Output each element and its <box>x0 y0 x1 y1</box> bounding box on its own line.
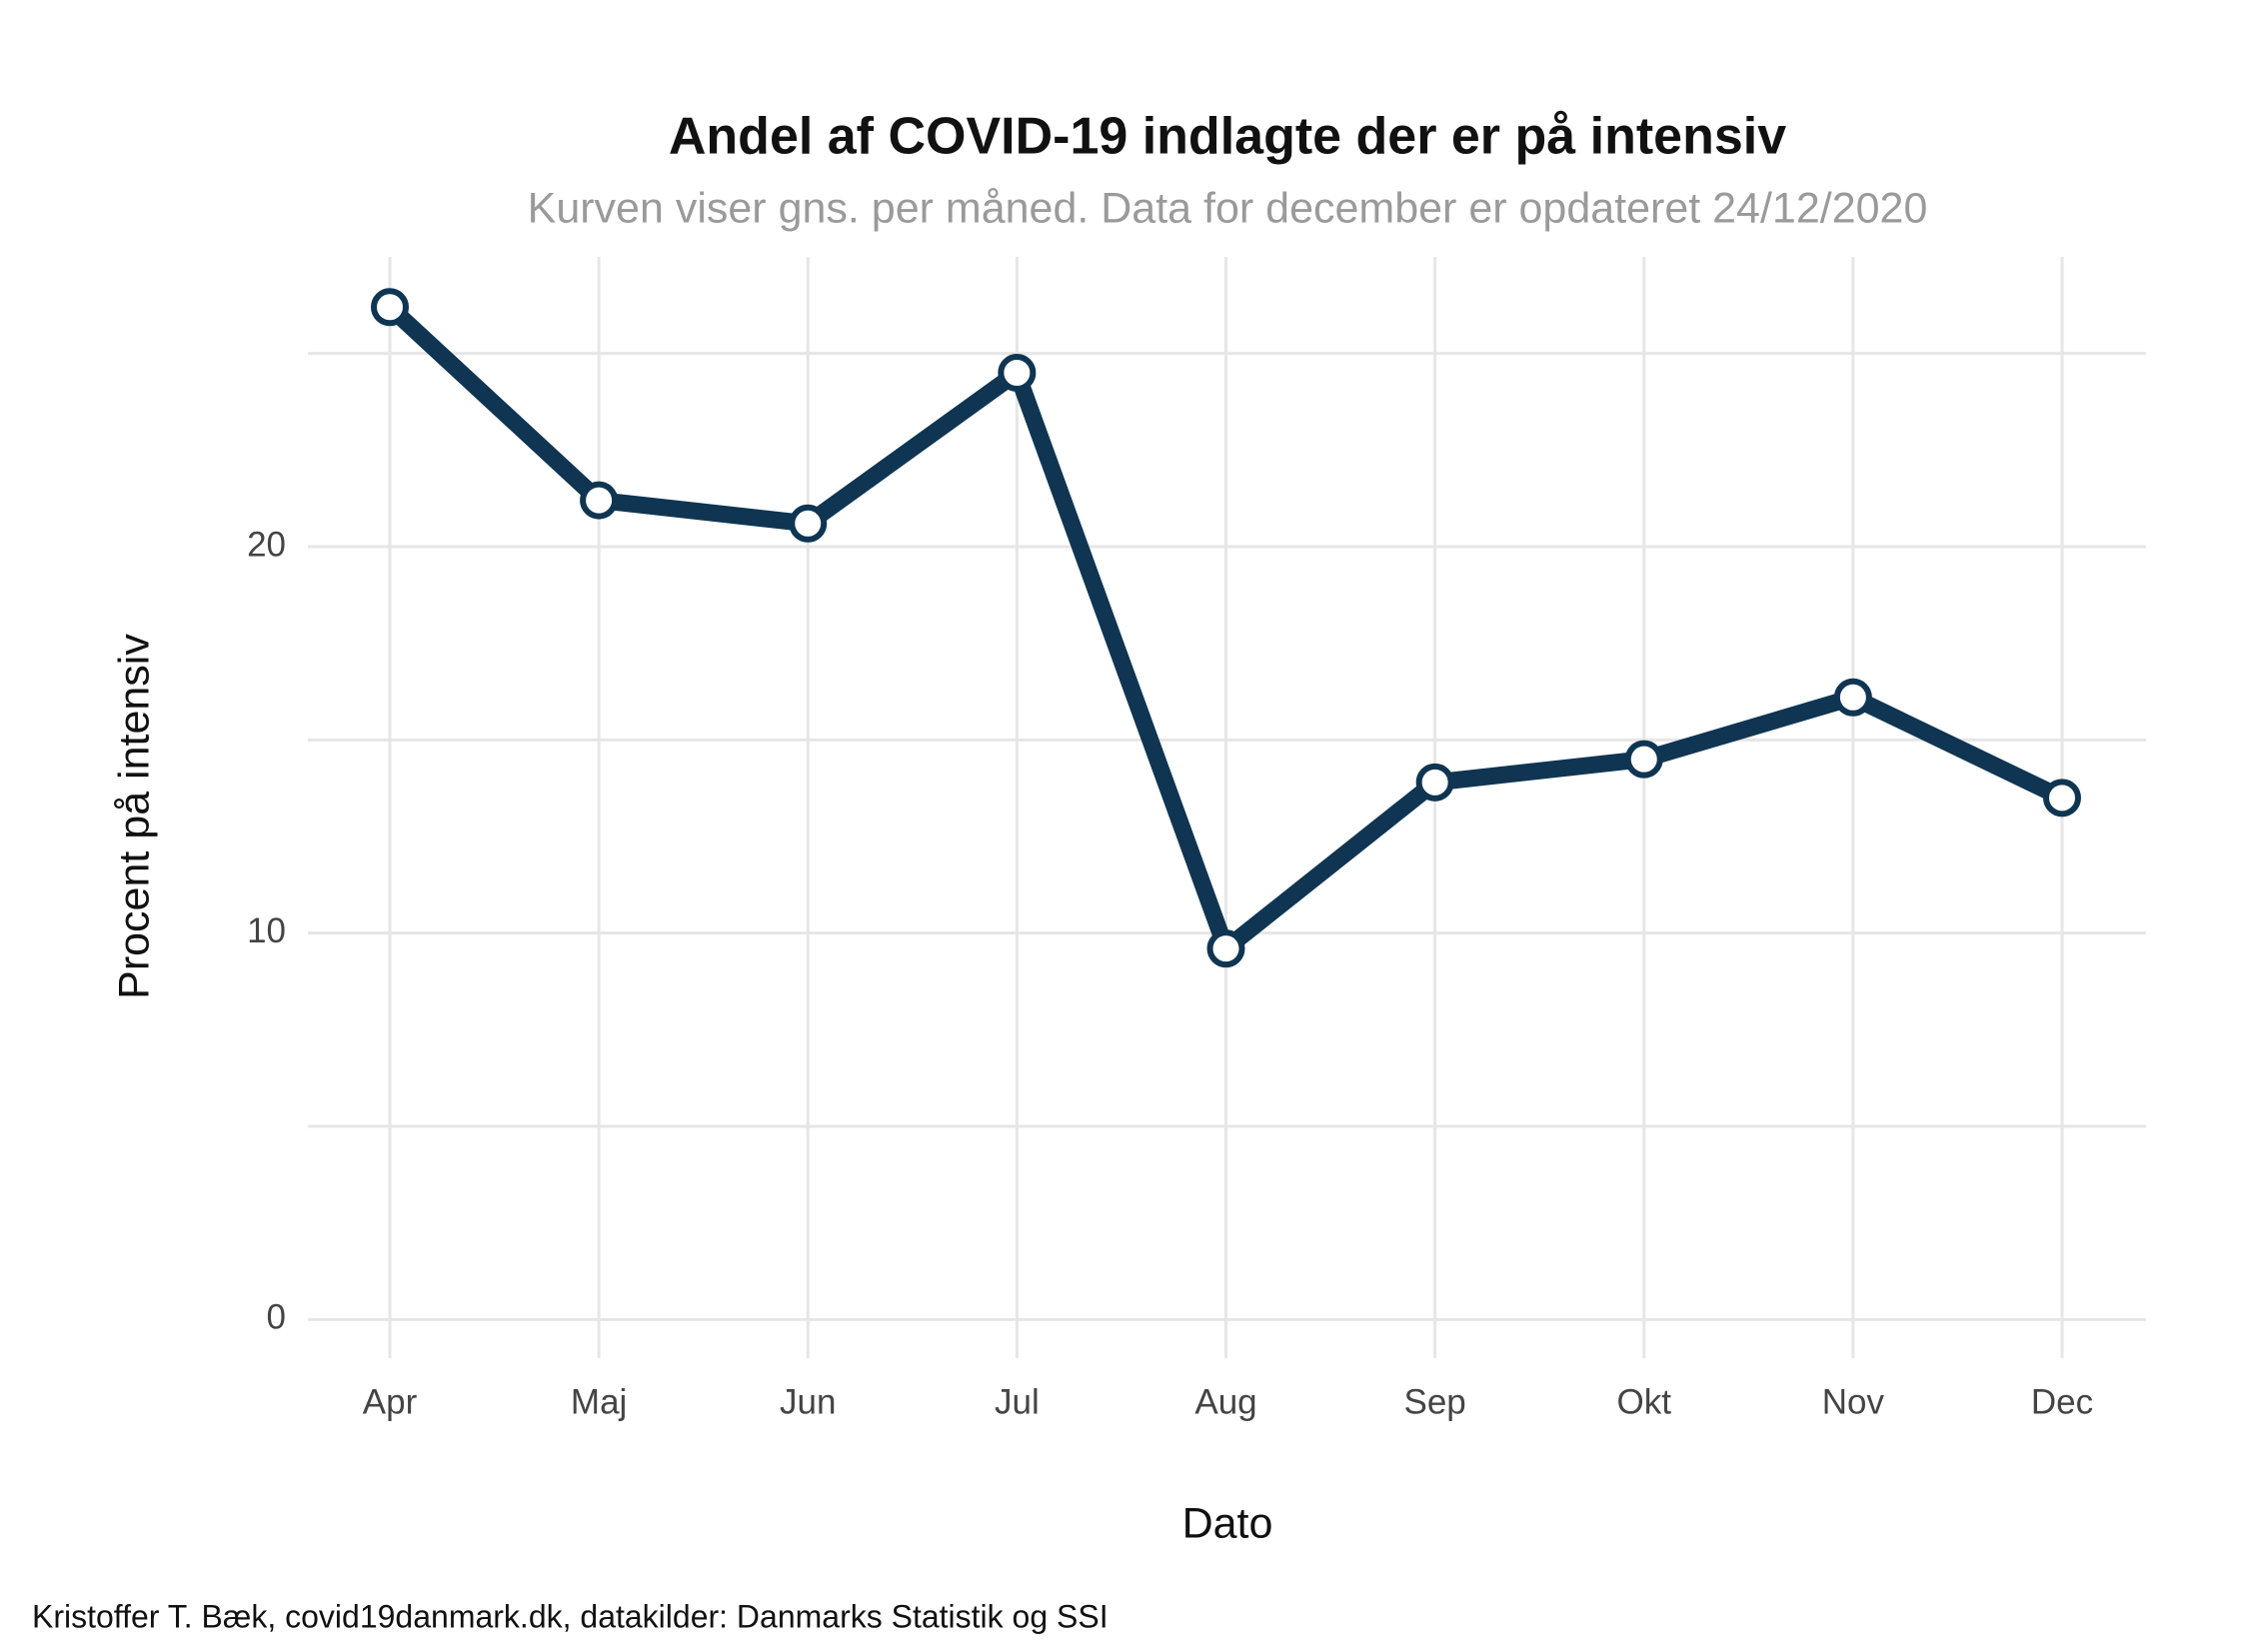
chart-title: Andel af COVID-19 indlagte der er på int… <box>669 108 1786 166</box>
data-point <box>1624 740 1663 779</box>
data-point <box>580 481 619 520</box>
data-point <box>371 288 409 327</box>
data-point <box>1206 929 1245 968</box>
data-point <box>789 504 828 543</box>
caption: Kristoffer T. Bæk, covid19danmark.dk, da… <box>32 1598 1109 1634</box>
x-tick-label: Jul <box>995 1382 1040 1421</box>
y-tick-label: 20 <box>247 525 286 564</box>
x-tick-label: Jun <box>780 1382 836 1421</box>
x-tick-label: Dec <box>2031 1382 2093 1421</box>
x-tick-label: Aug <box>1194 1382 1256 1421</box>
x-axis-title: Dato <box>1182 1499 1273 1547</box>
y-tick-label: 10 <box>247 911 286 950</box>
data-point <box>1833 678 1872 717</box>
data-point <box>998 354 1037 392</box>
x-tick-label: Apr <box>363 1382 418 1421</box>
x-tick-label: Maj <box>571 1382 627 1421</box>
x-tick-label: Nov <box>1822 1382 1885 1421</box>
data-point <box>1415 763 1454 802</box>
x-tick-label: Sep <box>1403 1382 1465 1421</box>
chart-subtitle: Kurven viser gns. per måned. Data for de… <box>528 184 1928 232</box>
y-tick-label: 0 <box>267 1298 286 1337</box>
data-point <box>2043 779 2081 818</box>
x-tick-label: Okt <box>1617 1382 1672 1421</box>
y-axis-title: Procent på intensiv <box>110 634 158 999</box>
